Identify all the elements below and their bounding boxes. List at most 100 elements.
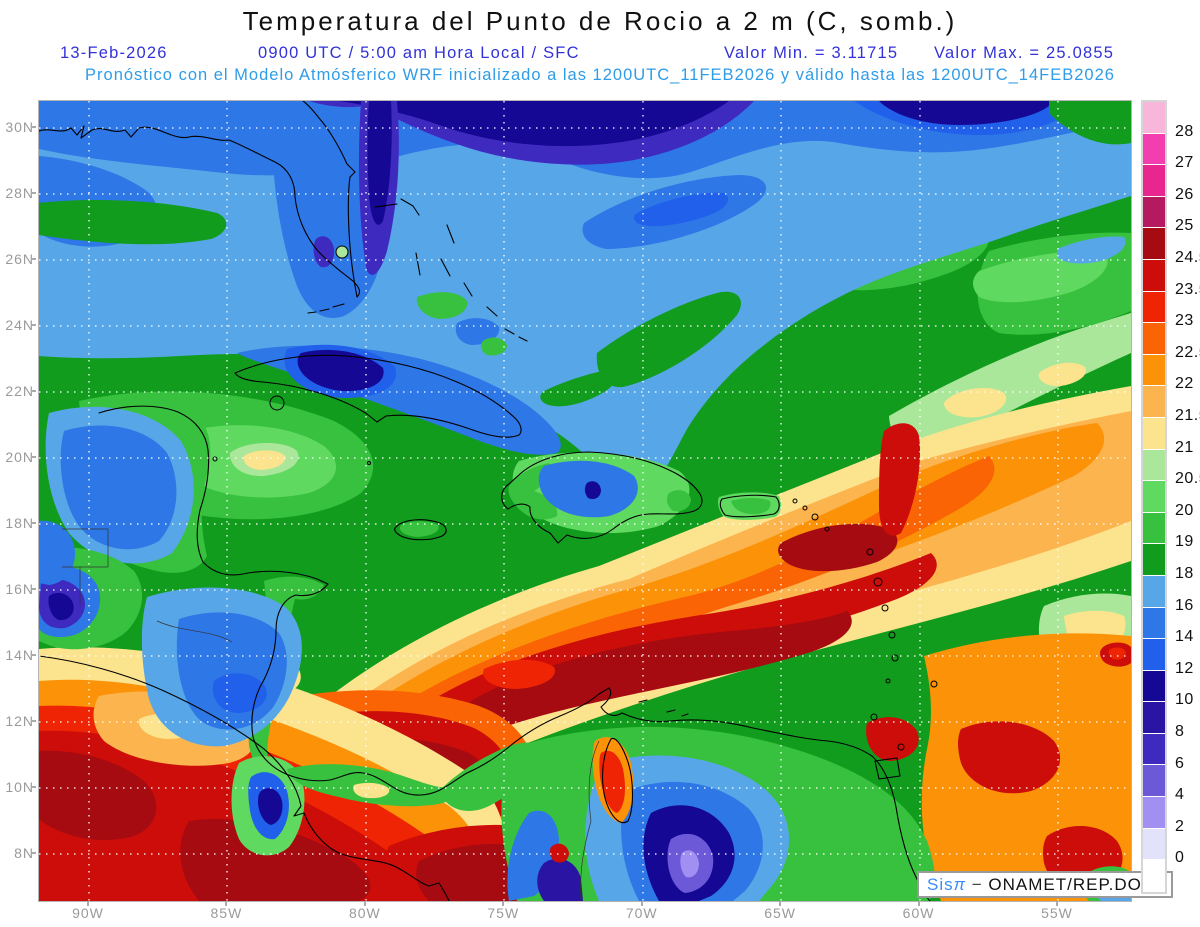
max-value-label: Valor Max. = 25.0855 xyxy=(934,44,1115,62)
lat-tick-label: 30N xyxy=(5,119,34,135)
graticule xyxy=(39,101,1131,901)
lon-tick xyxy=(1056,901,1058,906)
lesser-antilles-islands xyxy=(212,456,938,751)
legend-swatch-18 xyxy=(1143,544,1165,576)
lon-tick-label: 60W xyxy=(902,905,935,921)
lon-tick xyxy=(779,901,782,906)
legend-label: 16 xyxy=(1175,596,1194,614)
legend-swatch-22 xyxy=(1143,354,1165,387)
lat-tick-label: 10N xyxy=(5,779,34,795)
watermark-brand: Sis xyxy=(927,875,954,894)
contour-field xyxy=(39,101,1131,901)
lat-tick xyxy=(31,852,36,854)
lon-tick-label: 65W xyxy=(764,905,797,921)
lat-tick-label: 28N xyxy=(5,185,34,201)
legend-label: 24.5 xyxy=(1175,249,1200,266)
lat-tick xyxy=(31,258,36,260)
legend-label: 20 xyxy=(1175,501,1194,519)
watermark: Sisπ − ONAMET/REP.DOM. xyxy=(917,871,1173,898)
lon-tick-label: 85W xyxy=(210,905,243,921)
legend-label: 23 xyxy=(1175,312,1194,330)
legend-label: 26 xyxy=(1175,185,1194,203)
map-title: Temperatura del Punto de Rocio a 2 m (C,… xyxy=(242,6,958,36)
legend-label: 25 xyxy=(1175,217,1194,235)
lat-tick xyxy=(31,522,36,524)
lat-tick xyxy=(31,786,36,788)
min-value-label: Valor Min. = 3.11715 xyxy=(724,44,899,62)
legend-label: 21.5 xyxy=(1175,407,1200,424)
lat-tick-label: 18N xyxy=(5,515,34,531)
lon-tick-label: 75W xyxy=(487,905,520,921)
legend-swatch-26 xyxy=(1143,165,1165,197)
lon-tick-label: 80W xyxy=(348,905,381,921)
lon-tick-label: 55W xyxy=(1041,905,1073,921)
lat-tick xyxy=(31,324,36,326)
dewpoint-contour-map xyxy=(39,101,1131,901)
legend-swatch-16 xyxy=(1143,575,1165,608)
legend-swatch-0 xyxy=(1143,828,1165,861)
legend-label: 21 xyxy=(1175,438,1194,456)
legend-swatch-20.5 xyxy=(1143,449,1165,482)
lat-tick-label: 26N xyxy=(5,251,34,267)
lon-tick xyxy=(87,901,89,906)
legend-label: 19 xyxy=(1175,533,1194,551)
lat-tick xyxy=(31,456,36,458)
legend-label: 23.5 xyxy=(1175,280,1200,298)
lat-tick-label: 20N xyxy=(5,449,34,465)
coastlines xyxy=(39,101,938,901)
lat-tick xyxy=(31,126,36,128)
legend-swatch-27 xyxy=(1143,133,1165,166)
legend-label: 8 xyxy=(1175,723,1185,740)
legend-label: 20.5 xyxy=(1175,470,1200,488)
legend-swatch-20 xyxy=(1143,481,1165,513)
legend-swatch-blank xyxy=(1143,860,1165,892)
lat-tick-label: 24N xyxy=(5,317,34,333)
legend-label: 12 xyxy=(1175,659,1194,677)
legend-swatch-24.5 xyxy=(1143,228,1165,260)
watermark-separator: − xyxy=(971,875,983,894)
subtitle-line1: 13-Feb-2026 0900 UTC / 5:00 am Hora Loca… xyxy=(0,44,1200,64)
lat-tick xyxy=(31,720,36,722)
lat-tick xyxy=(31,390,36,392)
legend-swatch-22.5 xyxy=(1143,323,1165,355)
lat-tick xyxy=(31,192,36,194)
legend-swatch-23 xyxy=(1143,291,1165,324)
legend-swatch-8 xyxy=(1143,702,1165,734)
legend-label: 0 xyxy=(1175,849,1185,867)
legend-swatch-21.5 xyxy=(1143,386,1165,418)
lat-tick xyxy=(31,654,36,656)
lon-tick xyxy=(502,901,505,906)
lat-tick-label: 22N xyxy=(5,383,34,399)
legend-label: 10 xyxy=(1175,691,1194,709)
legend-swatch-23.5 xyxy=(1143,259,1165,292)
valid-date: 13-Feb-2026 xyxy=(60,44,168,62)
legend-swatch-10 xyxy=(1143,670,1165,703)
legend-swatch-25 xyxy=(1143,196,1165,229)
valid-time: 0900 UTC / 5:00 am Hora Local / SFC xyxy=(258,44,580,62)
lat-tick-label: 14N xyxy=(5,647,34,663)
pi-icon: π xyxy=(953,875,967,894)
lat-tick-label: 12N xyxy=(5,713,34,729)
legend-label: 2 xyxy=(1175,817,1185,835)
model-info-line: Pronóstico con el Modelo Atmósferico WRF… xyxy=(85,66,1115,84)
legend-label: 18 xyxy=(1175,565,1194,582)
legend-swatch-21 xyxy=(1143,417,1165,450)
lon-tick-label: 70W xyxy=(625,905,658,921)
watermark-organization: ONAMET/REP.DOM. xyxy=(988,875,1163,894)
legend-swatch-19 xyxy=(1143,512,1165,545)
legend-label: 14 xyxy=(1175,628,1194,646)
color-scale-bar xyxy=(1141,100,1167,894)
legend-swatch-4 xyxy=(1143,765,1165,798)
legend-label: 22 xyxy=(1175,375,1194,393)
legend-label: 27 xyxy=(1175,154,1194,172)
lon-tick xyxy=(917,901,920,906)
legend-label: 4 xyxy=(1175,786,1185,804)
lon-tick xyxy=(640,901,643,906)
legend-swatch-28 xyxy=(1143,102,1165,134)
legend-label: 6 xyxy=(1175,754,1185,772)
legend-label: 22.5 xyxy=(1175,343,1200,361)
legend-swatch-14 xyxy=(1143,607,1165,640)
legend-label: 28 xyxy=(1175,122,1194,140)
legend-swatch-2 xyxy=(1143,797,1165,829)
